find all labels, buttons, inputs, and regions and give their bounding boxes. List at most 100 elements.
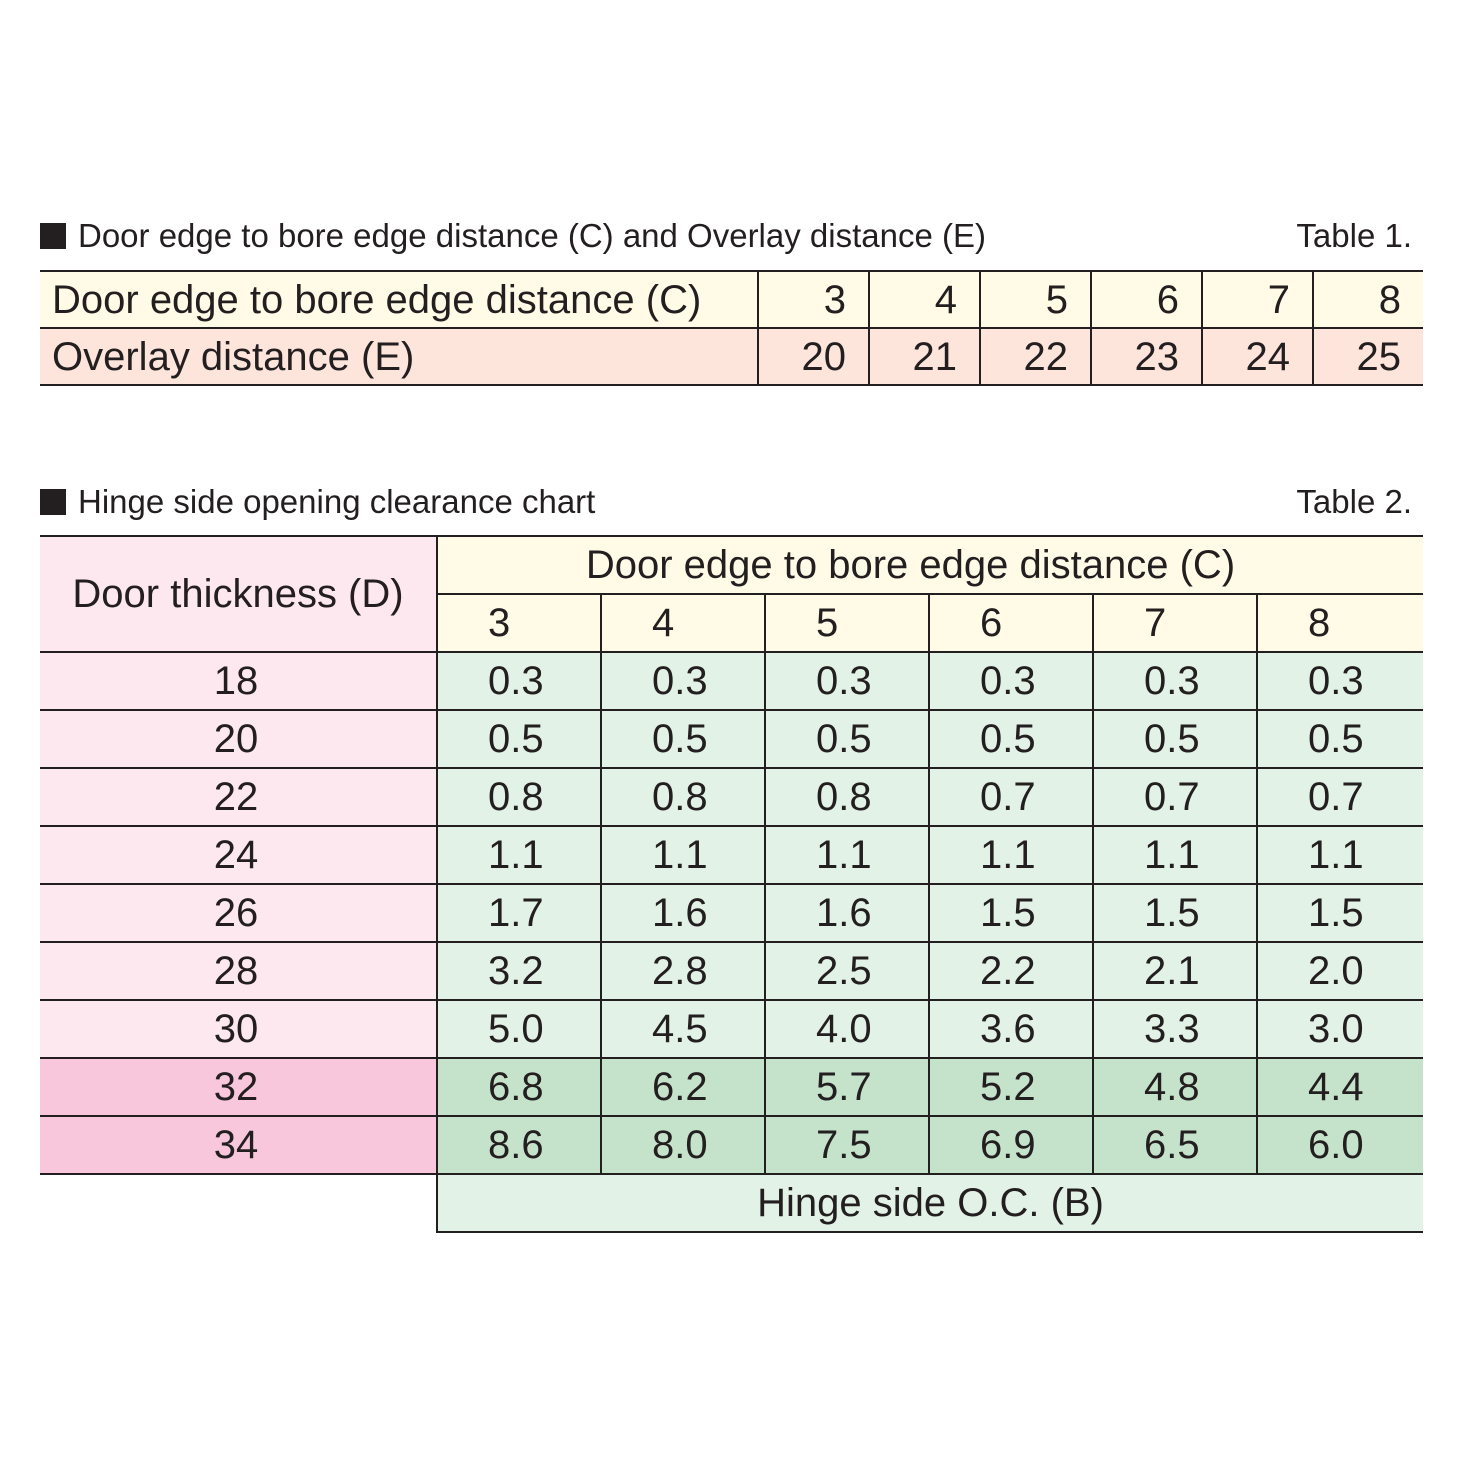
- clearance-value-cell: 1.7: [436, 883, 601, 943]
- overlay-distance-row: Overlay distance (E) 20 21 22 23 24 25: [40, 327, 1423, 386]
- door-thickness-cell: 28: [40, 941, 437, 1001]
- clearance-value-cell: 0.3: [764, 651, 929, 711]
- clearance-value-cell: 3.0: [1256, 999, 1423, 1059]
- door-thickness-cell: 32: [40, 1057, 437, 1117]
- clearance-value-cell: 6.8: [436, 1057, 601, 1117]
- table1-heading: Door edge to bore edge distance (C) and …: [40, 216, 1412, 256]
- bore-distance-header: Door edge to bore edge distance (C): [436, 535, 1423, 595]
- door-thickness-cell: 34: [40, 1115, 437, 1175]
- clearance-value-cell: 3.6: [928, 999, 1093, 1059]
- clearance-value-cell: 8.6: [436, 1115, 601, 1175]
- door-thickness-cell: 22: [40, 767, 437, 827]
- e-value: 24: [1201, 327, 1313, 386]
- door-thickness-cell: 26: [40, 883, 437, 943]
- e-value: 21: [868, 327, 980, 386]
- table2-title: Hinge side opening clearance chart: [78, 483, 596, 520]
- clearance-value-cell: 2.8: [600, 941, 765, 1001]
- clearance-value-cell: 2.5: [764, 941, 929, 1001]
- clearance-value-cell: 5.0: [436, 999, 601, 1059]
- c-value: 4: [868, 270, 980, 329]
- door-thickness-header: Door thickness (D): [40, 535, 437, 653]
- e-value: 25: [1312, 327, 1423, 386]
- clearance-value-cell: 4.4: [1256, 1057, 1423, 1117]
- clearance-value-cell: 3.2: [436, 941, 601, 1001]
- clearance-value-cell: 8.0: [600, 1115, 765, 1175]
- clearance-value-cell: 5.2: [928, 1057, 1093, 1117]
- clearance-value-cell: 1.5: [928, 883, 1093, 943]
- clearance-value-cell: 0.8: [600, 767, 765, 827]
- table2-number: Table 2.: [1296, 483, 1412, 520]
- clearance-value-cell: 1.1: [764, 825, 929, 885]
- row-label: Door edge to bore edge distance (C): [40, 270, 758, 329]
- clearance-value-cell: 1.5: [1256, 883, 1423, 943]
- clearance-value-cell: 0.3: [1256, 651, 1423, 711]
- clearance-value-cell: 1.1: [928, 825, 1093, 885]
- clearance-value-cell: 4.5: [600, 999, 765, 1059]
- row-label: Overlay distance (E): [40, 327, 758, 386]
- bore-distance-row: Door edge to bore edge distance (C) 3 4 …: [40, 270, 1423, 329]
- overlay-distance-table: Door edge to bore edge distance (C) 3 4 …: [40, 270, 1423, 386]
- table-row: 24 1.1 1.1 1.1 1.1 1.1 1.1: [40, 825, 1423, 885]
- table-row: 20 0.5 0.5 0.5 0.5 0.5 0.5: [40, 709, 1423, 769]
- clearance-value-cell: 5.7: [764, 1057, 929, 1117]
- clearance-value-cell: 0.5: [764, 709, 929, 769]
- clearance-value-cell: 0.7: [928, 767, 1093, 827]
- clearance-value-cell: 6.5: [1092, 1115, 1257, 1175]
- clearance-value-cell: 0.3: [928, 651, 1093, 711]
- c-value: 7: [1201, 270, 1313, 329]
- c-value: 3: [757, 270, 869, 329]
- table2-heading: Hinge side opening clearance chart Table…: [40, 482, 1412, 522]
- clearance-value-cell: 0.5: [600, 709, 765, 769]
- clearance-value-cell: 6.2: [600, 1057, 765, 1117]
- clearance-value-cell: 6.0: [1256, 1115, 1423, 1175]
- clearance-value-cell: 0.5: [928, 709, 1093, 769]
- clearance-value-cell: 2.2: [928, 941, 1093, 1001]
- c-column-header: 7: [1092, 593, 1257, 653]
- c-value: 6: [1090, 270, 1202, 329]
- table-row: 28 3.2 2.8 2.5 2.2 2.1 2.0: [40, 941, 1423, 1001]
- table-row: 30 5.0 4.5 4.0 3.6 3.3 3.0: [40, 999, 1423, 1059]
- door-thickness-cell: 18: [40, 651, 437, 711]
- square-bullet-icon: [40, 489, 66, 515]
- clearance-value-cell: 4.0: [764, 999, 929, 1059]
- clearance-value-cell: 7.5: [764, 1115, 929, 1175]
- clearance-value-cell: 0.3: [436, 651, 601, 711]
- clearance-value-cell: 0.7: [1256, 767, 1423, 827]
- square-bullet-icon: [40, 223, 66, 249]
- clearance-value-cell: 4.8: [1092, 1057, 1257, 1117]
- clearance-value-cell: 0.3: [1092, 651, 1257, 711]
- clearance-value-cell: 6.9: [928, 1115, 1093, 1175]
- c-column-header: 8: [1256, 593, 1423, 653]
- clearance-value-cell: 1.1: [1092, 825, 1257, 885]
- clearance-value-cell: 1.6: [764, 883, 929, 943]
- c-column-header: 5: [764, 593, 929, 653]
- c-column-header: 3: [436, 593, 601, 653]
- c-value: 5: [979, 270, 1091, 329]
- door-thickness-cell: 24: [40, 825, 437, 885]
- clearance-chart-table: Door thickness (D) Door edge to bore edg…: [40, 535, 1423, 1233]
- clearance-value-cell: 1.1: [600, 825, 765, 885]
- e-value: 20: [757, 327, 869, 386]
- table1-title: Door edge to bore edge distance (C) and …: [78, 217, 986, 254]
- clearance-value-cell: 0.7: [1092, 767, 1257, 827]
- clearance-value-cell: 2.1: [1092, 941, 1257, 1001]
- e-value: 23: [1090, 327, 1202, 386]
- door-thickness-cell: 20: [40, 709, 437, 769]
- table1-number: Table 1.: [1296, 217, 1412, 254]
- clearance-value-cell: 0.5: [436, 709, 601, 769]
- table-row: 18 0.3 0.3 0.3 0.3 0.3 0.3: [40, 651, 1423, 711]
- table-row: 26 1.7 1.6 1.6 1.5 1.5 1.5: [40, 883, 1423, 943]
- table-row: 22 0.8 0.8 0.8 0.7 0.7 0.7: [40, 767, 1423, 827]
- e-value: 22: [979, 327, 1091, 386]
- hinge-side-oc-label: Hinge side O.C. (B): [436, 1173, 1423, 1233]
- clearance-value-cell: 3.3: [1092, 999, 1257, 1059]
- clearance-value-cell: 1.6: [600, 883, 765, 943]
- door-thickness-cell: 30: [40, 999, 437, 1059]
- clearance-value-cell: 1.1: [1256, 825, 1423, 885]
- table-row: 34 8.6 8.0 7.5 6.9 6.5 6.0: [40, 1115, 1423, 1175]
- c-value: 8: [1312, 270, 1423, 329]
- clearance-value-cell: 0.5: [1256, 709, 1423, 769]
- clearance-value-cell: 0.5: [1092, 709, 1257, 769]
- clearance-value-cell: 0.8: [764, 767, 929, 827]
- table-row: 32 6.8 6.2 5.7 5.2 4.8 4.4: [40, 1057, 1423, 1117]
